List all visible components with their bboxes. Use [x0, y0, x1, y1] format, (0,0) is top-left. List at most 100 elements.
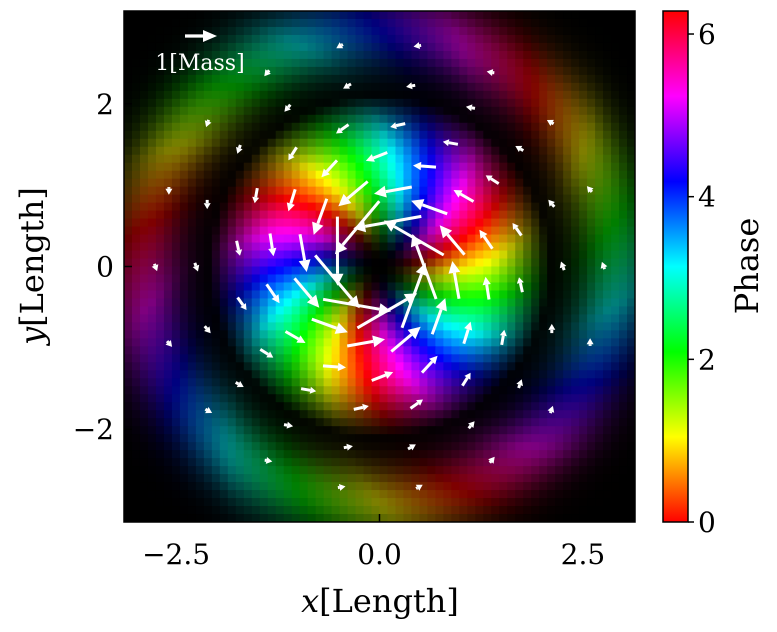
heatmap-cell	[147, 490, 157, 499]
vector-shaft	[259, 348, 270, 356]
heatmap-cell	[627, 218, 635, 228]
heatmap-cell	[243, 370, 253, 379]
heatmap-cell	[547, 66, 556, 76]
vector-head	[485, 175, 493, 182]
heatmap-cell	[347, 370, 357, 379]
heatmap-cell	[459, 42, 468, 52]
heatmap-cell	[467, 82, 476, 92]
heatmap-cell	[475, 506, 484, 515]
heatmap-cell	[163, 226, 173, 236]
heatmap-cell	[499, 226, 508, 236]
heatmap-cell	[467, 58, 476, 68]
heatmap-cell	[124, 346, 133, 355]
heatmap-cell	[627, 378, 635, 387]
heatmap-cell	[163, 282, 173, 292]
vector-shaft	[364, 214, 422, 228]
heatmap-cell	[627, 98, 635, 108]
vector-arrow	[413, 42, 422, 49]
heatmap-cell	[555, 186, 564, 196]
heatmap-cell	[611, 122, 620, 132]
heatmap-cell	[611, 66, 620, 76]
heatmap-cell	[451, 418, 460, 427]
heatmap-cell	[387, 210, 397, 220]
heatmap-cell	[347, 258, 357, 268]
heatmap-cell	[387, 234, 397, 244]
heatmap-cell	[523, 194, 532, 204]
heatmap-cell	[451, 82, 460, 92]
heatmap-cell	[163, 490, 173, 499]
heatmap-cell	[155, 42, 165, 52]
heatmap-cell	[203, 370, 213, 379]
heatmap-cell	[595, 242, 604, 252]
heatmap-cell	[323, 18, 333, 28]
heatmap-cell	[467, 322, 476, 331]
heatmap-cell	[515, 266, 524, 276]
heatmap-cell	[611, 458, 620, 467]
heatmap-cell	[555, 122, 564, 132]
heatmap-cell	[267, 82, 277, 92]
heatmap-cell	[339, 290, 349, 300]
heatmap-cell	[155, 58, 165, 68]
heatmap-cell	[283, 482, 293, 491]
heatmap-cell	[499, 290, 508, 300]
heatmap-cell	[603, 74, 612, 84]
heatmap-cell	[355, 98, 365, 108]
heatmap-cell	[275, 402, 285, 411]
heatmap-cell	[627, 362, 635, 371]
heatmap-cell	[571, 226, 580, 236]
heatmap-cell	[187, 11, 197, 20]
heatmap-cell	[124, 458, 133, 467]
heatmap-cell	[331, 146, 341, 156]
vector-shaft	[322, 364, 339, 369]
heatmap-cell	[275, 346, 285, 355]
vector-arrow	[300, 386, 317, 394]
heatmap-cell	[163, 114, 173, 124]
heatmap-cell	[171, 506, 181, 515]
heatmap-cell	[363, 162, 373, 172]
heatmap-cell	[219, 122, 229, 132]
heatmap-cell	[195, 346, 205, 355]
heatmap-cell	[139, 98, 149, 108]
heatmap-cell	[347, 402, 357, 411]
heatmap-cell	[395, 154, 405, 164]
heatmap-cell	[315, 274, 325, 284]
heatmap-cell	[595, 434, 604, 443]
heatmap-cell	[275, 50, 285, 60]
heatmap-cell	[219, 210, 229, 220]
heatmap-cell	[243, 218, 253, 228]
heatmap-cell	[411, 370, 421, 379]
heatmap-cell	[195, 498, 205, 507]
heatmap-cell	[571, 154, 580, 164]
vector-shaft	[488, 460, 493, 464]
vector-shaft	[289, 188, 297, 205]
heatmap-cell	[547, 410, 556, 419]
heatmap-cell	[219, 362, 229, 371]
heatmap-cell	[179, 506, 189, 515]
heatmap-cell	[275, 434, 285, 443]
heatmap-cell	[251, 330, 261, 339]
heatmap-cell	[243, 482, 253, 491]
heatmap-cell	[459, 266, 468, 276]
heatmap-cell	[419, 90, 428, 100]
heatmap-cell	[531, 138, 540, 148]
heatmap-cell	[235, 282, 245, 292]
heatmap-cell	[459, 186, 468, 196]
vector-shaft	[298, 233, 307, 261]
heatmap-cell	[587, 514, 596, 522]
heatmap-cell	[291, 354, 301, 363]
colorbar-tick-label: 4	[698, 181, 716, 214]
heatmap-cell	[187, 450, 197, 459]
heatmap-cell	[467, 258, 476, 268]
heatmap-cell	[475, 34, 484, 44]
heatmap-cell	[195, 170, 205, 180]
heatmap-cell	[227, 330, 237, 339]
vector-head	[488, 456, 495, 464]
heatmap-cell	[483, 306, 492, 315]
vector-head	[390, 122, 397, 130]
heatmap-cell	[355, 106, 365, 116]
heatmap-cell	[571, 314, 580, 323]
heatmap-cell	[563, 346, 572, 355]
heatmap-cell	[611, 474, 620, 483]
heatmap-cell	[411, 394, 421, 403]
heatmap-cell	[283, 178, 293, 188]
